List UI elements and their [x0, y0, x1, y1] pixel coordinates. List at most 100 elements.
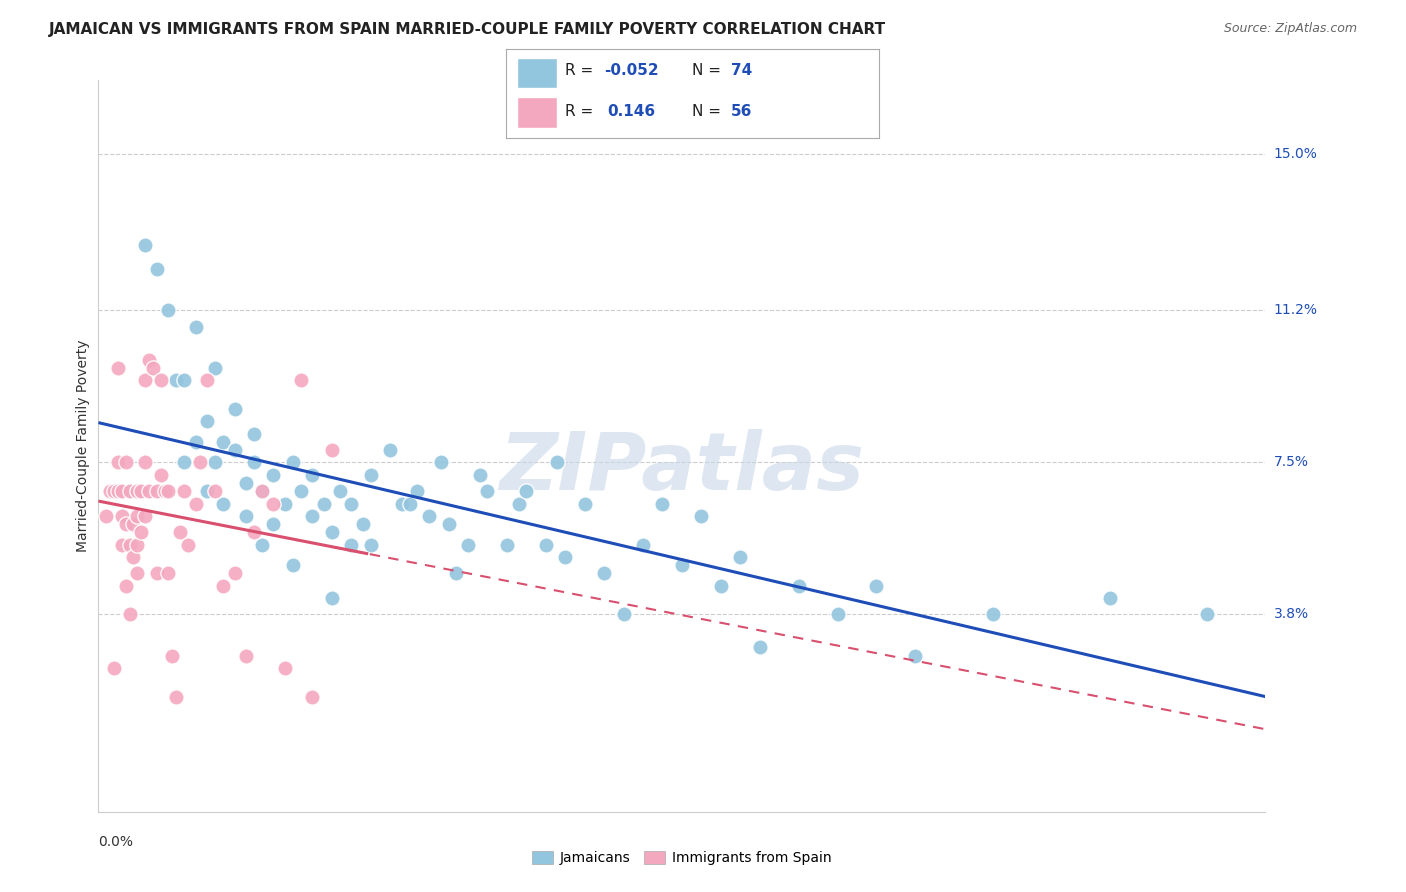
Point [290, 373, 312, 387]
Point [111, 484, 134, 499]
Point [360, 538, 382, 552]
Point [103, 661, 125, 675]
Point [710, 579, 733, 593]
Point [243, 455, 266, 469]
Point [301, 690, 323, 704]
Point [235, 648, 257, 663]
Text: 3.8%: 3.8% [1274, 607, 1309, 622]
Point [127, 484, 149, 499]
Text: 15.0%: 15.0% [1274, 147, 1317, 161]
Point [204, 484, 226, 499]
Point [380, 443, 402, 458]
Point [321, 443, 343, 458]
Y-axis label: Married-Couple Family Poverty: Married-Couple Family Poverty [76, 340, 90, 552]
Point [446, 566, 468, 581]
Text: ZIPatlas: ZIPatlas [499, 429, 865, 507]
Point [748, 640, 770, 655]
Point [904, 648, 927, 663]
Point [118, 538, 141, 552]
Point [290, 484, 312, 499]
Point [118, 484, 141, 499]
Point [134, 508, 156, 523]
Point [122, 549, 145, 564]
Point [250, 484, 273, 499]
Point [129, 525, 152, 540]
Point [235, 508, 257, 523]
Point [173, 455, 195, 469]
Text: 56: 56 [731, 104, 752, 119]
Point [730, 549, 752, 564]
Point [162, 648, 184, 663]
Point [262, 496, 284, 510]
Point [235, 475, 257, 490]
Point [157, 303, 180, 318]
Point [165, 690, 187, 704]
Point [262, 517, 284, 532]
Point [437, 517, 460, 532]
Point [134, 373, 156, 387]
Point [142, 360, 165, 375]
Text: 7.5%: 7.5% [1274, 456, 1309, 469]
Point [138, 484, 160, 499]
Legend: Jamaicans, Immigrants from Spain: Jamaicans, Immigrants from Spain [526, 846, 838, 871]
Point [127, 566, 149, 581]
Point [122, 517, 145, 532]
Point [195, 373, 218, 387]
Point [149, 467, 172, 482]
Point [107, 360, 129, 375]
Point [457, 538, 479, 552]
Point [103, 484, 125, 499]
Point [574, 496, 596, 510]
Point [134, 455, 156, 469]
Point [114, 579, 136, 593]
Point [477, 484, 499, 499]
Point [418, 508, 440, 523]
Point [114, 455, 136, 469]
Point [340, 538, 363, 552]
Point [177, 538, 200, 552]
Point [146, 262, 169, 277]
Point [165, 373, 187, 387]
Text: Source: ZipAtlas.com: Source: ZipAtlas.com [1223, 22, 1357, 36]
Point [134, 237, 156, 252]
Point [827, 607, 849, 622]
Point [651, 496, 673, 510]
Point [250, 484, 273, 499]
Point [224, 566, 246, 581]
Point [184, 496, 207, 510]
Point [613, 607, 636, 622]
Point [188, 455, 211, 469]
Point [127, 508, 149, 523]
Point [111, 508, 134, 523]
Text: N =: N = [692, 63, 725, 78]
Point [554, 549, 576, 564]
Point [546, 455, 568, 469]
Text: 74: 74 [731, 63, 752, 78]
Point [391, 496, 413, 510]
Point [224, 402, 246, 417]
Point [671, 558, 693, 573]
Point [787, 579, 810, 593]
Point [118, 484, 141, 499]
Point [312, 496, 335, 510]
Point [321, 525, 343, 540]
Point [127, 538, 149, 552]
Point [195, 414, 218, 428]
Point [429, 455, 451, 469]
Point [690, 508, 713, 523]
Point [98, 484, 121, 499]
Point [468, 467, 491, 482]
Point [157, 484, 180, 499]
Text: 0.0%: 0.0% [98, 835, 134, 849]
Point [274, 496, 297, 510]
Point [360, 467, 382, 482]
Point [1098, 591, 1121, 605]
Point [224, 443, 246, 458]
Point [118, 607, 141, 622]
Point [204, 360, 226, 375]
Point [515, 484, 537, 499]
Point [212, 496, 235, 510]
Point [195, 484, 218, 499]
Point [508, 496, 530, 510]
Point [981, 607, 1004, 622]
